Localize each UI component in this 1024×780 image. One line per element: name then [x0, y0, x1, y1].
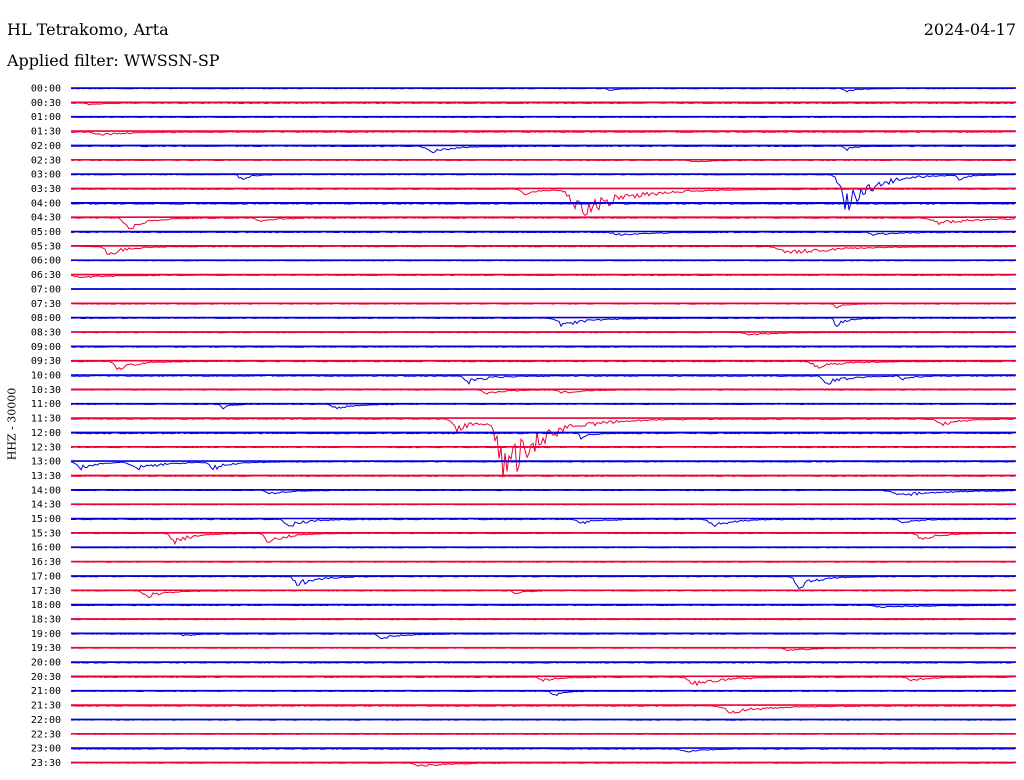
row-time-label: 13:00 — [31, 457, 61, 468]
row-time-label: 08:30 — [31, 327, 61, 338]
row-time-label: 03:00 — [31, 170, 61, 181]
row-time-label: 02:00 — [31, 141, 61, 152]
seismic-trace — [71, 145, 1016, 154]
row-time-label: 06:00 — [31, 256, 61, 267]
seismic-trace — [70, 87, 1016, 93]
filter-label: Applied filter: WWSSN-SP — [7, 51, 220, 70]
seismic-trace — [70, 432, 1016, 440]
row-time-label: 13:30 — [31, 471, 61, 482]
seismic-trace — [70, 303, 1016, 309]
row-time-label: 23:30 — [31, 758, 61, 769]
seismic-trace — [70, 633, 1016, 640]
row-time-label: 14:30 — [31, 500, 61, 511]
row-time-label: 22:00 — [31, 715, 61, 726]
row-time-label: 04:00 — [31, 198, 61, 209]
row-time-label: 04:30 — [31, 213, 61, 224]
seismic-trace — [70, 704, 1016, 714]
row-time-label: 22:30 — [31, 729, 61, 740]
seismic-trace — [70, 690, 1016, 697]
row-time-label: 20:30 — [31, 672, 61, 683]
seismic-trace — [70, 589, 1016, 599]
row-time-label: 10:00 — [31, 371, 61, 382]
row-time-label: 05:30 — [31, 241, 61, 252]
row-time-label: 15:00 — [31, 514, 61, 525]
row-time-label: 11:30 — [31, 414, 61, 425]
date-label: 2024-04-17 — [923, 20, 1016, 39]
row-time-label: 12:00 — [31, 428, 61, 439]
row-time-label: 16:00 — [31, 543, 61, 554]
seismic-trace — [70, 173, 1015, 211]
row-time-label: 09:30 — [31, 356, 61, 367]
row-time-label: 17:00 — [31, 571, 61, 582]
row-time-label: 01:30 — [31, 127, 61, 138]
seismic-trace — [70, 676, 1015, 687]
row-time-label: 00:30 — [31, 98, 61, 109]
row-time-label: 19:30 — [31, 643, 61, 654]
row-time-label: 06:30 — [31, 270, 61, 281]
station-title: HL Tetrakomo, Arta — [7, 20, 169, 39]
row-time-label: 19:00 — [31, 629, 61, 640]
row-time-label: 11:00 — [31, 399, 61, 410]
seismic-trace — [70, 217, 1016, 230]
seismic-trace — [70, 762, 1015, 767]
seismic-trace — [70, 489, 1015, 497]
row-time-label: 23:00 — [31, 744, 61, 755]
seismic-trace — [70, 231, 1016, 236]
row-time-label: 07:00 — [31, 284, 61, 295]
seismic-trace — [70, 374, 1016, 386]
row-time-label: 17:30 — [31, 586, 61, 597]
row-time-label: 21:00 — [31, 686, 61, 697]
row-time-label: 14:00 — [31, 485, 61, 496]
row-time-label: 16:30 — [31, 557, 61, 568]
seismic-trace — [70, 575, 1016, 590]
row-time-label: 20:00 — [31, 658, 61, 669]
row-time-label: 01:00 — [31, 112, 61, 123]
seismic-trace — [70, 317, 1016, 328]
row-time-label: 07:30 — [31, 299, 61, 310]
row-time-label: 18:00 — [31, 600, 61, 611]
row-time-label: 08:00 — [31, 313, 61, 324]
row-time-label: 21:30 — [31, 701, 61, 712]
row-time-label: 02:30 — [31, 155, 61, 166]
seismic-trace — [70, 518, 1016, 527]
seismic-trace — [71, 389, 1016, 395]
row-time-label: 09:00 — [31, 342, 61, 353]
row-time-label: 15:30 — [31, 528, 61, 539]
row-time-label: 03:30 — [31, 184, 61, 195]
row-time-label: 12:30 — [31, 442, 61, 453]
seismic-trace — [70, 245, 1016, 255]
row-time-label: 05:00 — [31, 227, 61, 238]
seismic-trace — [70, 747, 1016, 753]
seismic-trace — [70, 403, 1016, 410]
seismic-trace — [70, 360, 1016, 371]
seismic-trace — [70, 130, 1016, 136]
seismic-trace — [70, 532, 1016, 545]
row-time-label: 10:30 — [31, 385, 61, 396]
seismic-trace — [70, 417, 1016, 478]
seismic-trace — [70, 460, 1016, 471]
row-time-label: 18:30 — [31, 614, 61, 625]
row-time-label: 00:00 — [31, 84, 61, 95]
